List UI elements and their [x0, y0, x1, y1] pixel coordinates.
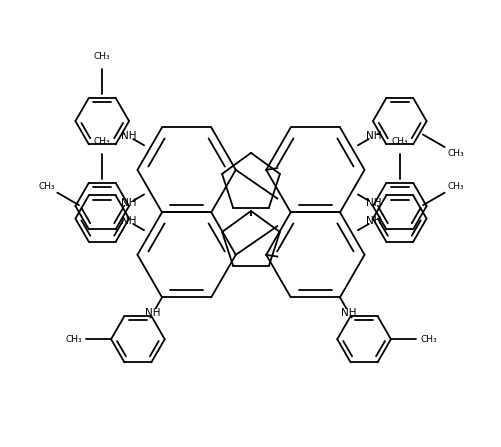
Text: CH₃: CH₃	[446, 149, 463, 158]
Text: CH₃: CH₃	[94, 52, 110, 61]
Text: CH₃: CH₃	[419, 335, 436, 344]
Text: NH: NH	[121, 216, 136, 226]
Text: CH₃: CH₃	[446, 182, 463, 191]
Text: NH: NH	[121, 198, 136, 208]
Text: NH: NH	[145, 308, 160, 318]
Text: NH: NH	[341, 308, 356, 318]
Text: CH₃: CH₃	[391, 137, 407, 146]
Text: NH: NH	[365, 198, 380, 208]
Text: NH: NH	[365, 216, 380, 226]
Text: CH₃: CH₃	[65, 335, 82, 344]
Text: CH₃: CH₃	[38, 182, 55, 191]
Text: CH₃: CH₃	[94, 137, 110, 146]
Text: NH: NH	[365, 131, 380, 141]
Text: NH: NH	[121, 131, 136, 141]
